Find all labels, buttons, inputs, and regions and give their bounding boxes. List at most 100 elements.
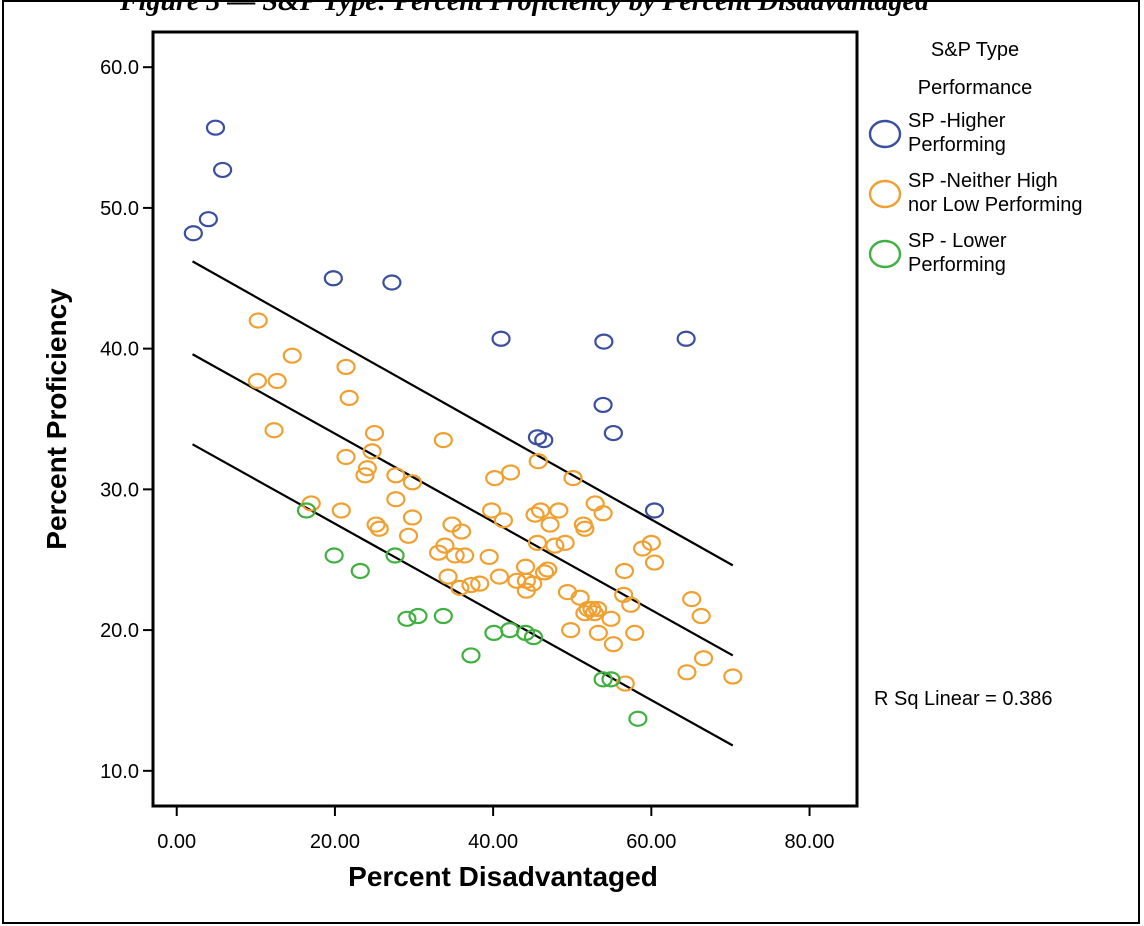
data-point-s2-11: [355, 467, 375, 484]
data-point-s2-81: [693, 650, 714, 667]
data-point-s1-4: [213, 161, 233, 179]
data-point-s2-78: [677, 664, 697, 681]
data-point-s2-80: [691, 607, 711, 625]
data-point-s1-2: [198, 211, 218, 228]
x-tick-label: 60.00: [626, 831, 676, 853]
data-point-s2-38: [500, 464, 521, 481]
data-point-s1-9: [534, 432, 554, 449]
data-point-s3-13: [593, 671, 613, 688]
x-tick-label: 80.00: [785, 831, 835, 853]
legend-title-line-1: S&P Type: [931, 39, 1019, 61]
clipped-figure-title: Figure 3 — S&P Type: Percent Proficiency…: [120, 0, 929, 17]
data-point-s1-7: [491, 330, 511, 347]
data-point-s2-31: [461, 576, 481, 594]
data-point-s3-9: [484, 624, 504, 642]
data-point-s2-29: [451, 523, 472, 540]
y-tick-label: 30.0: [100, 479, 139, 501]
data-point-s2-56: [563, 470, 583, 487]
data-point-s2-20: [402, 474, 423, 491]
data-point-s2-23: [433, 432, 453, 449]
data-point-s2-68: [601, 610, 621, 627]
data-point-s1-3: [205, 119, 226, 136]
data-point-s2-49: [538, 561, 558, 578]
data-point-s1-6: [382, 274, 402, 291]
data-point-s1-14: [676, 330, 696, 347]
data-point-s2-48: [534, 564, 555, 581]
fit-line-1: [192, 260, 734, 567]
data-point-s2-64: [585, 495, 605, 512]
data-point-s3-7: [433, 607, 453, 625]
x-tick-label: 20.00: [310, 831, 360, 853]
data-point-s3-8: [461, 647, 481, 664]
data-point-s2-60: [575, 520, 595, 537]
data-point-s2-47: [530, 502, 551, 519]
legend-label-2-line-2: nor Low Performing: [908, 194, 1083, 216]
y-tick-label: 50.0: [100, 198, 139, 220]
data-point-s2-70: [614, 562, 635, 580]
data-point-s1-10: [594, 333, 614, 350]
legend-marker-1: [868, 119, 902, 149]
x-tick-label: 40.00: [468, 831, 518, 853]
legend-marker-2: [868, 179, 902, 209]
y-axis-ticks: 10.0 20.0 30.0 40.0 50.0 60.0: [100, 57, 153, 783]
data-point-s2-19: [398, 527, 419, 544]
legend-label-1-line-2: Performing: [908, 134, 1006, 156]
data-point-s3-10: [500, 621, 520, 639]
data-point-s3-5: [397, 610, 417, 627]
x-axis-title: Percent Disadvantaged: [348, 861, 658, 892]
legend-label-1-line-1: SP -Higher: [908, 110, 1006, 132]
data-point-s2-8: [336, 358, 356, 376]
x-tick-label: 0.00: [157, 831, 196, 853]
data-point-s2-50: [540, 516, 560, 533]
legend-marker-3: [868, 239, 902, 269]
legend-title-line-2: Performance: [918, 77, 1033, 99]
data-point-s2-52: [549, 502, 569, 519]
data-point-s2-77: [644, 554, 665, 571]
data-point-s3-1: [296, 502, 317, 519]
data-point-s3-6: [408, 607, 428, 625]
data-point-s1-1: [183, 225, 203, 242]
data-point-s2-69: [603, 636, 623, 653]
y-tick-label: 40.0: [100, 339, 139, 361]
data-point-s2-30: [455, 547, 475, 564]
legend-label-2-line-1: SP -Neither High: [908, 170, 1058, 192]
y-tick-label: 60.0: [100, 57, 139, 79]
data-point-s2-40: [515, 558, 536, 575]
data-point-s2-4: [267, 372, 287, 390]
data-point-s2-7: [331, 502, 351, 519]
data-point-s2-21: [402, 509, 423, 526]
data-point-s2-37: [493, 512, 514, 529]
data-point-s2-24: [435, 537, 455, 554]
data-point-s1-13: [644, 502, 665, 519]
data-point-s2-35: [485, 470, 505, 487]
data-point-s1-5: [323, 270, 343, 287]
data-point-s2-1: [248, 312, 268, 329]
data-point-s2-67: [593, 505, 613, 522]
data-point-s2-12: [357, 460, 377, 477]
data-point-s2-14: [364, 424, 385, 442]
data-point-s2-33: [479, 548, 499, 566]
data-point-s3-2: [324, 547, 344, 564]
fit-line-2: [192, 353, 734, 657]
legend-label-3-line-2: Performing: [908, 254, 1006, 276]
data-point-s2-13: [362, 443, 382, 460]
data-point-s3-15: [628, 710, 648, 727]
data-point-s2-25: [438, 568, 458, 585]
data-point-s2-18: [386, 467, 406, 484]
data-points: [183, 119, 743, 727]
legend-label-3-line-1: SP - Lower: [908, 230, 1007, 252]
data-point-s2-43: [523, 575, 543, 592]
data-point-s2-34: [481, 502, 502, 519]
data-point-s2-66: [588, 624, 608, 642]
data-point-s3-4: [385, 547, 405, 564]
data-point-s2-76: [641, 534, 661, 551]
data-point-s2-82: [723, 668, 743, 685]
data-point-s1-11: [593, 396, 613, 414]
y-tick-label: 20.0: [100, 620, 139, 642]
data-point-s2-32: [470, 575, 490, 592]
data-point-s2-74: [625, 624, 645, 642]
r-squared-annotation: R Sq Linear = 0.386: [874, 688, 1052, 710]
